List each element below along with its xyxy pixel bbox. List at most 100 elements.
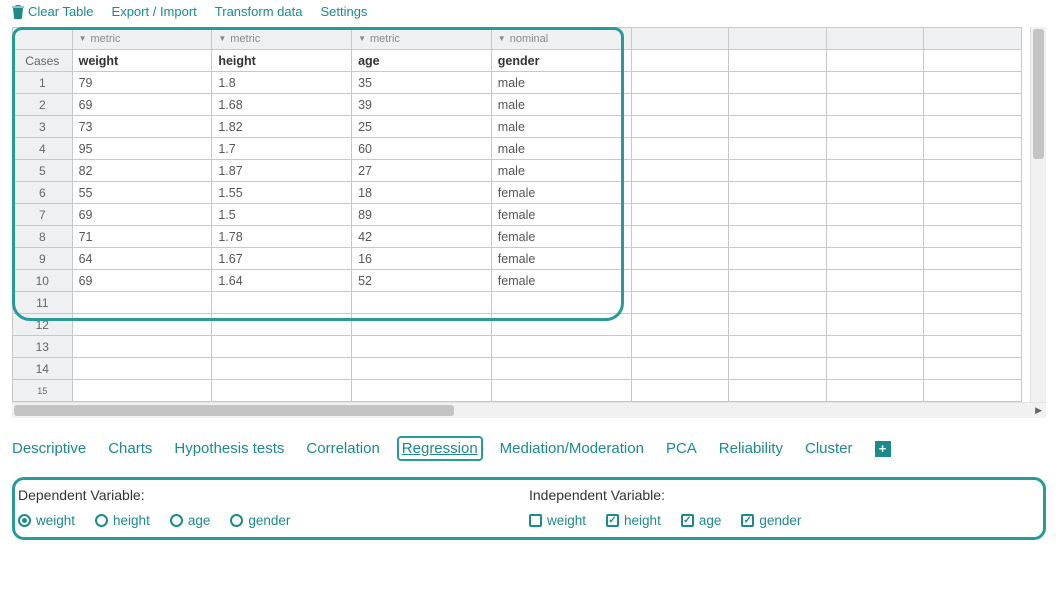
column-type-header[interactable]: ▼metric <box>72 28 212 50</box>
empty-cell[interactable] <box>924 182 1022 204</box>
data-cell[interactable]: 1.87 <box>212 160 352 182</box>
data-cell[interactable]: male <box>491 72 631 94</box>
empty-cell[interactable] <box>352 336 492 358</box>
data-cell[interactable]: 1.5 <box>212 204 352 226</box>
empty-cell[interactable] <box>631 116 729 138</box>
empty-cell[interactable] <box>826 226 924 248</box>
empty-cell[interactable] <box>924 292 1022 314</box>
empty-cell[interactable] <box>631 94 729 116</box>
column-type-header[interactable]: ▼metric <box>352 28 492 50</box>
empty-cell[interactable] <box>631 380 729 402</box>
empty-cell[interactable] <box>729 204 827 226</box>
empty-cell[interactable] <box>631 138 729 160</box>
empty-cell[interactable] <box>729 72 827 94</box>
vertical-scrollbar-thumb[interactable] <box>1033 29 1044 159</box>
variable-name-cell[interactable]: height <box>212 50 352 72</box>
empty-cell[interactable] <box>924 380 1022 402</box>
empty-cell[interactable] <box>826 138 924 160</box>
data-cell[interactable]: 27 <box>352 160 492 182</box>
data-cell[interactable]: 52 <box>352 270 492 292</box>
empty-cell[interactable] <box>729 358 827 380</box>
empty-column-header[interactable] <box>826 28 924 50</box>
empty-cell[interactable] <box>729 94 827 116</box>
tab-regression[interactable]: Regression <box>402 440 478 457</box>
empty-cell[interactable] <box>352 380 492 402</box>
empty-cell[interactable] <box>631 204 729 226</box>
empty-cell[interactable] <box>631 248 729 270</box>
empty-cell[interactable] <box>72 336 212 358</box>
data-cell[interactable]: 1.64 <box>212 270 352 292</box>
empty-column-header[interactable] <box>631 28 729 50</box>
empty-cell[interactable] <box>826 94 924 116</box>
empty-cell[interactable] <box>924 160 1022 182</box>
empty-cell[interactable] <box>352 292 492 314</box>
column-type-header[interactable]: ▼metric <box>212 28 352 50</box>
empty-cell[interactable] <box>826 160 924 182</box>
empty-cell[interactable] <box>729 270 827 292</box>
export-import-button[interactable]: Export / Import <box>112 4 197 19</box>
empty-cell[interactable] <box>826 292 924 314</box>
empty-cell[interactable] <box>924 248 1022 270</box>
empty-cell[interactable] <box>924 358 1022 380</box>
data-cell[interactable]: 82 <box>72 160 212 182</box>
empty-cell[interactable] <box>826 248 924 270</box>
empty-cell[interactable] <box>826 50 924 72</box>
data-cell[interactable]: 1.67 <box>212 248 352 270</box>
data-cell[interactable]: 69 <box>72 204 212 226</box>
empty-cell[interactable] <box>826 358 924 380</box>
empty-cell[interactable] <box>826 72 924 94</box>
independent-option-age[interactable]: age <box>681 513 722 528</box>
tab-descriptive[interactable]: Descriptive <box>12 440 86 457</box>
empty-cell[interactable] <box>631 182 729 204</box>
empty-cell[interactable] <box>729 116 827 138</box>
empty-cell[interactable] <box>72 314 212 336</box>
empty-cell[interactable] <box>924 336 1022 358</box>
empty-cell[interactable] <box>924 270 1022 292</box>
data-cell[interactable]: 1.78 <box>212 226 352 248</box>
data-cell[interactable]: 35 <box>352 72 492 94</box>
empty-cell[interactable] <box>826 182 924 204</box>
empty-cell[interactable] <box>631 50 729 72</box>
tab-pca[interactable]: PCA <box>666 440 697 457</box>
empty-cell[interactable] <box>491 314 631 336</box>
empty-cell[interactable] <box>924 72 1022 94</box>
tab-reliability[interactable]: Reliability <box>719 440 783 457</box>
data-cell[interactable]: 1.7 <box>212 138 352 160</box>
empty-cell[interactable] <box>826 204 924 226</box>
empty-cell[interactable] <box>729 226 827 248</box>
tab-hypothesis-tests[interactable]: Hypothesis tests <box>174 440 284 457</box>
variable-name-cell[interactable]: gender <box>491 50 631 72</box>
data-cell[interactable]: 64 <box>72 248 212 270</box>
empty-cell[interactable] <box>924 138 1022 160</box>
data-cell[interactable]: 60 <box>352 138 492 160</box>
independent-option-weight[interactable]: weight <box>529 513 586 528</box>
data-cell[interactable]: male <box>491 160 631 182</box>
empty-cell[interactable] <box>631 314 729 336</box>
scroll-right-icon[interactable]: ▶ <box>1035 405 1042 416</box>
empty-cell[interactable] <box>212 292 352 314</box>
horizontal-scrollbar-thumb[interactable] <box>14 405 454 416</box>
empty-cell[interactable] <box>212 380 352 402</box>
tab-mediation-moderation[interactable]: Mediation/Moderation <box>500 440 644 457</box>
empty-cell[interactable] <box>924 226 1022 248</box>
data-cell[interactable]: 1.8 <box>212 72 352 94</box>
data-cell[interactable]: female <box>491 248 631 270</box>
data-cell[interactable]: 1.82 <box>212 116 352 138</box>
empty-cell[interactable] <box>631 72 729 94</box>
empty-cell[interactable] <box>631 358 729 380</box>
empty-cell[interactable] <box>631 292 729 314</box>
empty-cell[interactable] <box>729 314 827 336</box>
data-cell[interactable]: 18 <box>352 182 492 204</box>
empty-cell[interactable] <box>212 336 352 358</box>
data-cell[interactable]: 39 <box>352 94 492 116</box>
data-cell[interactable]: female <box>491 182 631 204</box>
empty-cell[interactable] <box>826 336 924 358</box>
dependent-option-height[interactable]: height <box>95 513 150 528</box>
data-table[interactable]: ▼metric▼metric▼metric▼nominal Casesweigh… <box>12 27 1022 402</box>
empty-cell[interactable] <box>72 358 212 380</box>
empty-cell[interactable] <box>352 314 492 336</box>
empty-cell[interactable] <box>826 270 924 292</box>
data-cell[interactable]: male <box>491 94 631 116</box>
data-cell[interactable]: 1.68 <box>212 94 352 116</box>
independent-option-height[interactable]: height <box>606 513 661 528</box>
